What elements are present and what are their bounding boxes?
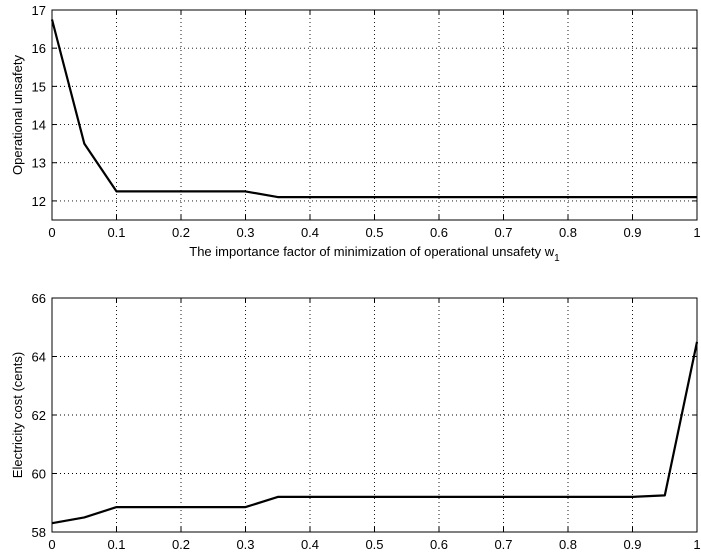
x-axis-label: The importance factor of minimization of…	[189, 244, 560, 264]
x-tick-label: 0.2	[172, 537, 190, 552]
x-tick-label: 0	[48, 225, 55, 240]
x-tick-label: 0.5	[365, 225, 383, 240]
x-tick-label: 0	[48, 537, 55, 552]
x-tick-label: 0.2	[172, 225, 190, 240]
y-tick-label: 62	[32, 408, 46, 423]
series-line	[50, 19, 697, 199]
y-tick-label: 60	[32, 467, 46, 482]
y-tick-label: 15	[32, 79, 46, 94]
x-tick-label: 0.3	[236, 225, 254, 240]
x-tick-label: 0.7	[494, 225, 512, 240]
y-tick-label: 12	[32, 194, 46, 209]
x-tick-label: 0.9	[623, 537, 641, 552]
x-tick-label: 0.6	[430, 537, 448, 552]
x-tick-label: 1	[693, 537, 700, 552]
y-axis-label: Operational unsafety	[10, 55, 25, 175]
x-tick-label: 0.1	[107, 537, 125, 552]
x-tick-label: 0.4	[301, 225, 319, 240]
x-tick-label: 0.1	[107, 225, 125, 240]
y-axis-label: Electricity cost (cents)	[10, 352, 25, 478]
x-tick-label: 0.4	[301, 537, 319, 552]
y-tick-label: 14	[32, 118, 46, 133]
x-axis-label-subscript: 1	[554, 253, 560, 264]
y-tick-label: 64	[32, 350, 46, 365]
chart-panel-1: 0 0.1 0.2 0.3 0.4 0.5 0.6 0.7 0.8 0.9 1 12 13 14 15 16 1…	[10, 3, 701, 264]
x-tick-label: 1	[693, 225, 700, 240]
chart-panel-2: 00.10.20.30.40.50.60.70.80.915860626466T…	[10, 291, 701, 552]
y-tick-label: 16	[32, 41, 46, 56]
y-tick-label: 17	[32, 3, 46, 18]
x-tick-label: 0.7	[494, 537, 512, 552]
y-tick-label: 13	[32, 156, 46, 171]
x-tick-label: 0.8	[559, 225, 577, 240]
y-tick-label: 58	[32, 525, 46, 540]
series-line	[51, 341, 699, 525]
x-tick-label: 0.8	[559, 537, 577, 552]
x-tick-label: 0.6	[430, 225, 448, 240]
x-tick-label: 0.5	[365, 537, 383, 552]
x-tick-label: 0.9	[623, 225, 641, 240]
y-tick-label: 66	[32, 291, 46, 306]
x-tick-label: 0.3	[236, 537, 254, 552]
